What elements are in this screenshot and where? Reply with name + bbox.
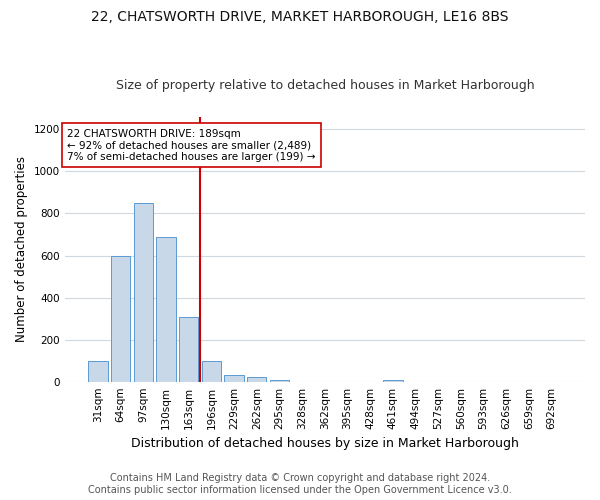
Bar bbox=[202, 360, 221, 382]
Bar bbox=[247, 378, 266, 382]
X-axis label: Distribution of detached houses by size in Market Harborough: Distribution of detached houses by size … bbox=[131, 437, 519, 450]
Y-axis label: Number of detached properties: Number of detached properties bbox=[15, 156, 28, 342]
Bar bbox=[224, 376, 244, 382]
Title: Size of property relative to detached houses in Market Harborough: Size of property relative to detached ho… bbox=[116, 79, 534, 92]
Bar bbox=[157, 236, 176, 382]
Bar bbox=[179, 316, 199, 382]
Text: Contains HM Land Registry data © Crown copyright and database right 2024.
Contai: Contains HM Land Registry data © Crown c… bbox=[88, 474, 512, 495]
Bar bbox=[383, 380, 403, 382]
Text: 22, CHATSWORTH DRIVE, MARKET HARBOROUGH, LE16 8BS: 22, CHATSWORTH DRIVE, MARKET HARBOROUGH,… bbox=[91, 10, 509, 24]
Bar bbox=[111, 256, 130, 382]
Bar bbox=[134, 203, 153, 382]
Text: 22 CHATSWORTH DRIVE: 189sqm
← 92% of detached houses are smaller (2,489)
7% of s: 22 CHATSWORTH DRIVE: 189sqm ← 92% of det… bbox=[67, 128, 316, 162]
Bar bbox=[270, 380, 289, 382]
Bar bbox=[88, 360, 107, 382]
